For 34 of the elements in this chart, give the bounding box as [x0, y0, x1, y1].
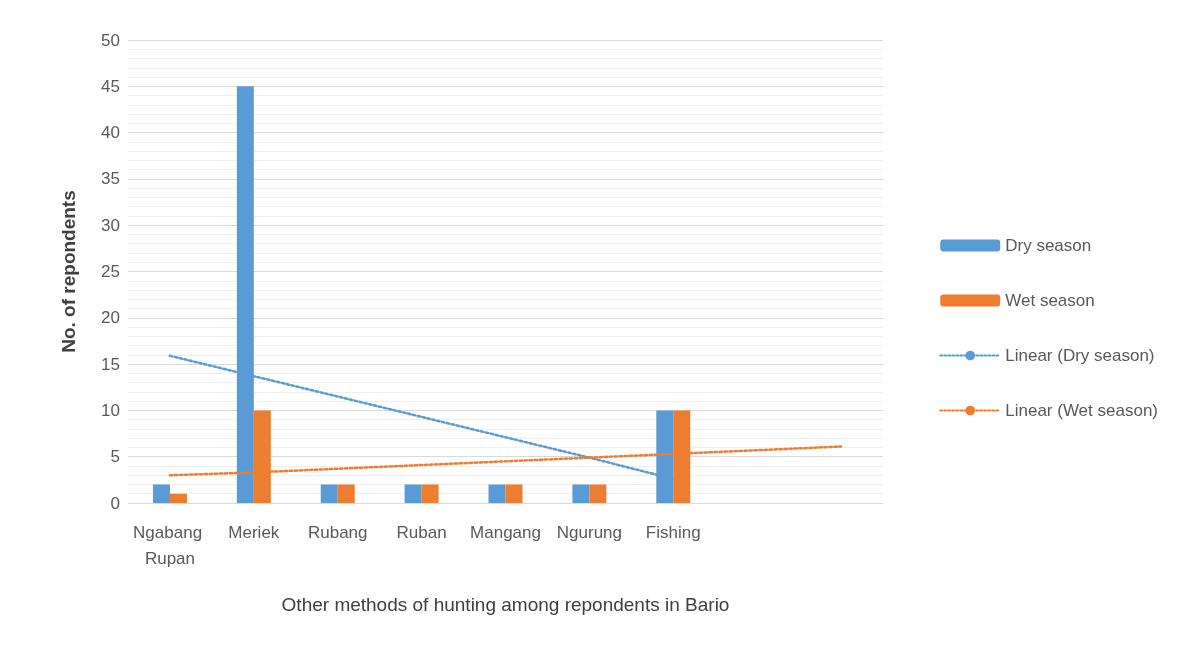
x-tick-label: Mangang: [470, 522, 541, 542]
x-tick-label: Ruban: [396, 522, 447, 542]
x-axis-title: Other methods of hunting among repondents in Bario: [281, 594, 730, 615]
x-tick-label: Fishing: [645, 522, 701, 542]
x-tick-label: Ngabang Rupan: [133, 522, 207, 568]
y-tick-label: 45: [101, 76, 120, 96]
x-tick-label: Ngurung: [556, 522, 622, 542]
x-tick-label: Rubang: [307, 522, 368, 542]
bar: [488, 484, 506, 503]
legend-label: Linear (Dry season): [1005, 346, 1155, 365]
bar: [404, 484, 422, 503]
bar: [169, 493, 187, 503]
y-tick-label: 50: [101, 30, 120, 50]
bar: [152, 484, 170, 503]
bar: [421, 484, 439, 503]
y-axis-title: No. of repondents: [58, 190, 79, 353]
legend-label: Wet season: [1005, 291, 1095, 310]
bar: [572, 484, 590, 503]
y-tick-label: 40: [101, 123, 120, 143]
bar: [320, 484, 338, 503]
legend-label: Linear (Wet season): [1005, 401, 1159, 420]
bar: [337, 484, 355, 503]
legend-label: Dry season: [1005, 236, 1092, 255]
y-tick-label: 25: [101, 262, 120, 281]
y-tick-label: 0: [110, 493, 120, 513]
bar: [589, 484, 607, 503]
y-tick-label: 5: [110, 447, 120, 467]
y-tick-label: 20: [101, 308, 120, 328]
x-tick-label: Meriek: [228, 522, 280, 542]
y-tick-label: 30: [101, 215, 120, 235]
bar: [505, 484, 523, 503]
y-tick-label: 35: [101, 169, 120, 189]
y-tick-label: 10: [101, 400, 120, 420]
y-tick-label: 15: [101, 354, 120, 374]
